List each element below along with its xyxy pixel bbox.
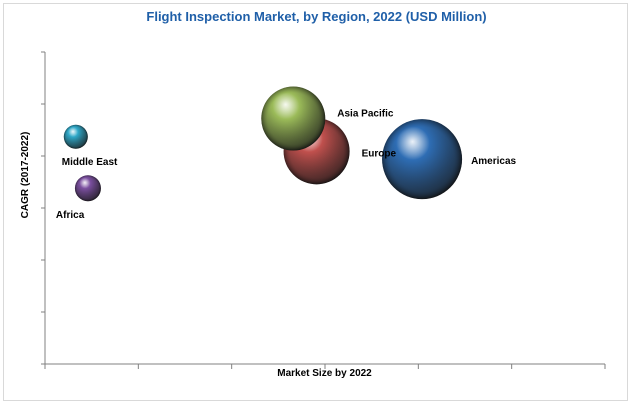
- bubble-shade-middle-east: [63, 124, 88, 149]
- bubble-shade-asia-pacific: [261, 86, 326, 151]
- data-label-middle-east: Middle East: [62, 157, 118, 168]
- bubble-shade-africa: [74, 175, 101, 202]
- x-axis-label: Market Size by 2022: [277, 368, 372, 379]
- data-label-africa: Africa: [56, 210, 85, 221]
- data-label-europe: Europe: [362, 148, 397, 159]
- data-label-americas: Americas: [471, 156, 516, 167]
- data-label-asia-pacific: Asia Pacific: [337, 109, 394, 120]
- chart-frame: [3, 3, 628, 401]
- bubble-shade-americas: [382, 119, 463, 200]
- chart-title: Flight Inspection Market, by Region, 202…: [146, 9, 487, 24]
